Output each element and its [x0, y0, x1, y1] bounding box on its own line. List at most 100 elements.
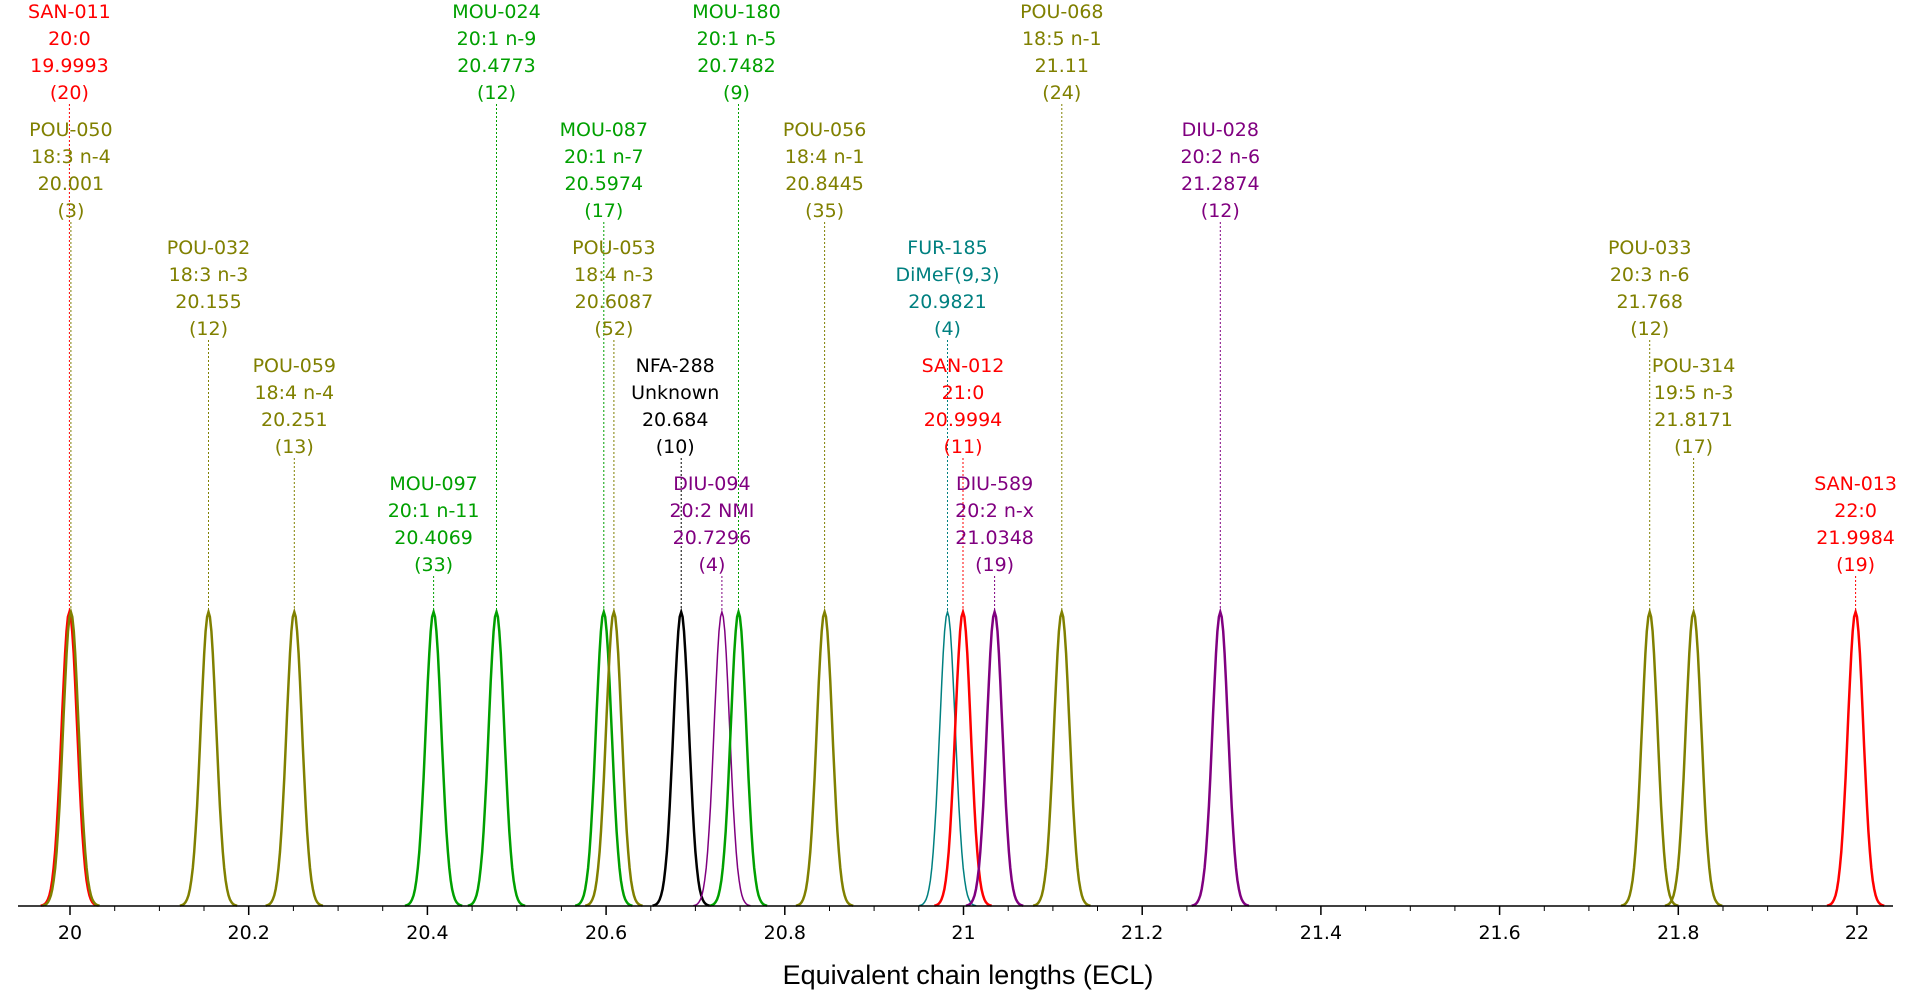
peak-label-id-mou-180: MOU-180 [692, 1, 780, 23]
peak-label-name-mou-024: 20:1 n-9 [457, 28, 537, 50]
peak-label-id-san-011: SAN-011 [28, 1, 111, 23]
peak-label-name-pou-033: 20:3 n-6 [1610, 264, 1690, 286]
peak-label-name-san-011: 20:0 [48, 28, 91, 50]
peak-label-count-pou-032: (12) [189, 318, 228, 340]
peak-label-id-nfa-288: NFA-288 [636, 355, 715, 377]
peak-label-count-mou-024: (12) [477, 82, 516, 104]
peak-label-ecl-mou-097: 20.4069 [394, 527, 473, 549]
peak-label-id-san-013: SAN-013 [1814, 473, 1897, 495]
peak-pou-059 [265, 607, 324, 907]
x-tick-label-3: 20.6 [585, 922, 627, 944]
peak-label-id-pou-068: POU-068 [1020, 1, 1103, 23]
peak-label-count-pou-056: (35) [805, 200, 844, 222]
peak-label-id-san-012: SAN-012 [922, 355, 1005, 377]
peak-san-011 [40, 607, 99, 907]
x-tick-label-5: 21 [951, 922, 975, 944]
peak-label-count-san-011: (20) [50, 82, 89, 104]
peak-label-id-diu-589: DIU-589 [956, 473, 1033, 495]
peak-san-013 [1826, 607, 1885, 907]
peak-label-ecl-pou-068: 21.11 [1035, 55, 1089, 77]
peak-label-name-pou-314: 19:5 n-3 [1654, 382, 1734, 404]
x-tick-label-9: 21.8 [1657, 922, 1699, 944]
peak-label-name-pou-056: 18:4 n-1 [785, 146, 865, 168]
peak-label-name-pou-068: 18:5 n-1 [1022, 28, 1102, 50]
peak-label-id-mou-097: MOU-097 [389, 473, 477, 495]
peak-label-ecl-mou-024: 20.4773 [457, 55, 536, 77]
peak-label-name-fur-185: DiMeF(9,3) [896, 264, 1000, 286]
peak-label-count-san-012: (11) [943, 436, 982, 458]
peak-label-ecl-pou-059: 20.251 [261, 409, 327, 431]
peak-label-count-mou-097: (33) [414, 554, 453, 576]
x-tick-label-10: 22 [1845, 922, 1869, 944]
peak-label-ecl-pou-314: 21.8171 [1654, 409, 1733, 431]
peak-label-count-mou-087: (17) [584, 200, 623, 222]
peak-label-count-pou-033: (12) [1630, 318, 1669, 340]
peak-label-count-pou-050: (3) [57, 200, 84, 222]
peak-label-count-nfa-288: (10) [656, 436, 695, 458]
peak-labels-layer: SAN-011 20:0 19.9993 (20) POU-050 18:3 n-4 20.… [28, 1, 1897, 576]
peak-label-id-diu-094: DIU-094 [673, 473, 750, 495]
peak-label-count-fur-185: (4) [934, 318, 961, 340]
peak-label-id-mou-024: MOU-024 [452, 1, 540, 23]
peak-label-id-diu-028: DIU-028 [1182, 119, 1259, 141]
peak-label-id-pou-314: POU-314 [1652, 355, 1735, 377]
peak-pou-068 [1032, 607, 1091, 907]
peak-label-name-mou-097: 20:1 n-11 [388, 500, 480, 522]
peak-label-ecl-pou-032: 20.155 [175, 291, 241, 313]
peak-label-name-diu-094: 20:2 NMI [669, 500, 754, 522]
peak-pou-053 [584, 607, 643, 907]
peak-label-ecl-san-012: 20.9994 [924, 409, 1003, 431]
peak-pou-314 [1664, 607, 1723, 907]
x-tick-label-2: 20.4 [406, 922, 448, 944]
peak-label-name-mou-087: 20:1 n-7 [564, 146, 644, 168]
peak-label-ecl-diu-028: 21.2874 [1181, 173, 1260, 195]
peak-diu-028 [1191, 607, 1250, 907]
peak-label-count-pou-068: (24) [1042, 82, 1081, 104]
x-tick-label-8: 21.6 [1478, 922, 1520, 944]
peak-pou-032 [179, 607, 238, 907]
peak-label-name-nfa-288: Unknown [631, 382, 719, 404]
x-tick-label-1: 20.2 [228, 922, 270, 944]
x-axis: 20 20.2 20.4 20.6 20.8 21 21.2 21.4 21.6 21.8 22 [18, 905, 1893, 944]
peak-label-id-pou-050: POU-050 [29, 119, 112, 141]
peak-pou-033 [1620, 607, 1679, 907]
x-tick-label-7: 21.4 [1300, 922, 1342, 944]
x-tick-label-6: 21.2 [1121, 922, 1163, 944]
peak-label-id-pou-059: POU-059 [253, 355, 336, 377]
peak-label-count-pou-053: (52) [594, 318, 633, 340]
peak-label-id-pou-032: POU-032 [167, 237, 250, 259]
peak-label-name-diu-589: 20:2 n-x [955, 500, 1034, 522]
peak-label-name-pou-053: 18:4 n-3 [574, 264, 654, 286]
peak-label-name-san-013: 22:0 [1834, 500, 1877, 522]
peak-label-count-pou-059: (13) [275, 436, 314, 458]
peak-mou-180 [709, 607, 768, 907]
peak-mou-024 [467, 607, 526, 907]
peak-label-ecl-mou-087: 20.5974 [565, 173, 644, 195]
peak-label-ecl-diu-589: 21.0348 [955, 527, 1034, 549]
peak-label-name-pou-059: 18:4 n-4 [254, 382, 334, 404]
peak-label-ecl-diu-094: 20.7296 [673, 527, 752, 549]
peak-label-count-diu-094: (4) [698, 554, 725, 576]
peak-label-ecl-mou-180: 20.7482 [697, 55, 776, 77]
peak-diu-094 [693, 609, 751, 907]
peak-label-count-san-013: (19) [1836, 554, 1875, 576]
peak-label-ecl-san-011: 19.9993 [30, 55, 109, 77]
peak-label-ecl-fur-185: 20.9821 [908, 291, 987, 313]
peak-label-count-diu-028: (12) [1201, 200, 1240, 222]
peak-label-id-pou-033: POU-033 [1608, 237, 1691, 259]
x-axis-label: Equivalent chain lengths (ECL) [783, 960, 1154, 990]
x-tick-label-0: 20 [58, 922, 82, 944]
peak-label-ecl-nfa-288: 20.684 [642, 409, 708, 431]
peak-label-ecl-pou-053: 20.6087 [575, 291, 654, 313]
peak-fur-185 [918, 609, 977, 907]
peak-pou-050 [41, 607, 100, 907]
peak-nfa-288 [652, 607, 711, 907]
peak-label-name-san-012: 21:0 [942, 382, 985, 404]
peak-label-id-fur-185: FUR-185 [907, 237, 987, 259]
peak-label-ecl-san-013: 21.9984 [1816, 527, 1895, 549]
peak-label-ecl-pou-056: 20.8445 [785, 173, 864, 195]
peak-diu-589 [965, 607, 1024, 907]
peak-label-name-pou-032: 18:3 n-3 [169, 264, 249, 286]
peak-label-id-mou-087: MOU-087 [560, 119, 648, 141]
